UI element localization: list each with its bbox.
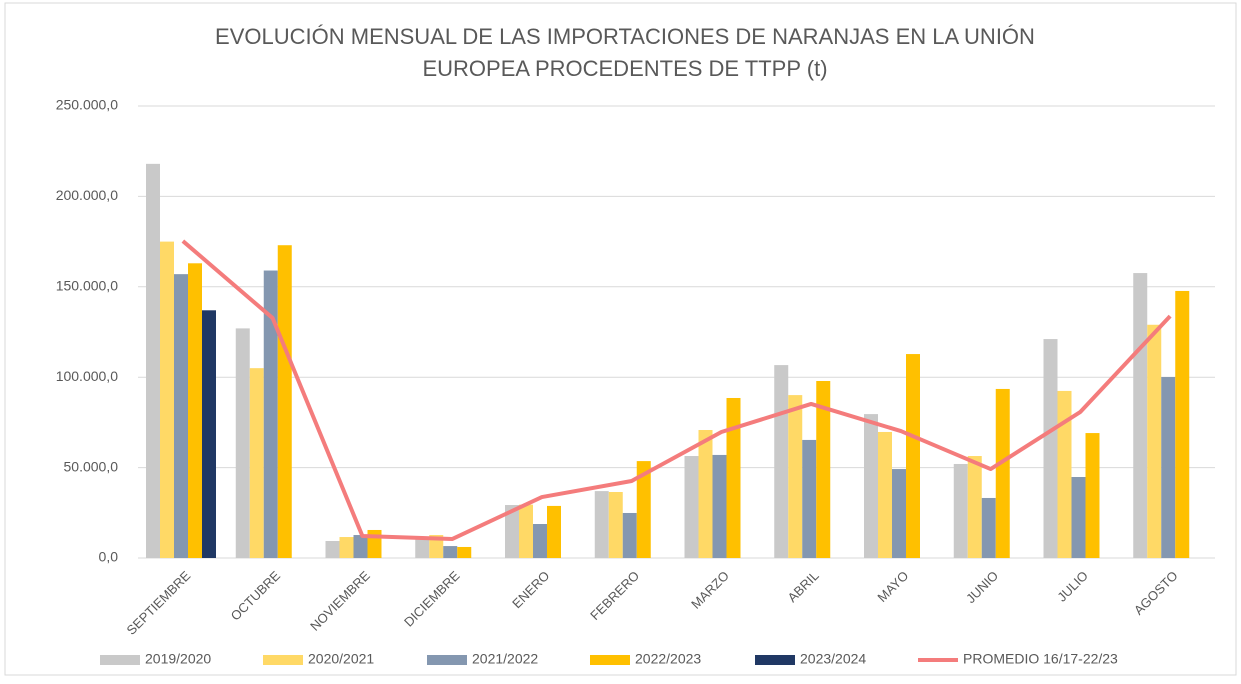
x-tick-label: ENERO <box>509 568 552 611</box>
legend-label: PROMEDIO 16/17-22/23 <box>963 651 1118 667</box>
bar <box>160 241 174 558</box>
legend-label: 2022/2023 <box>635 651 701 667</box>
y-tick-label: 150.000,0 <box>56 278 118 294</box>
bar <box>235 328 250 558</box>
bar <box>774 365 789 558</box>
y-tick-label: 250.000,0 <box>56 97 118 113</box>
bar <box>188 263 202 558</box>
bar <box>1085 433 1100 558</box>
bar <box>726 397 741 558</box>
legend-label: 2021/2022 <box>472 651 538 667</box>
bar <box>684 456 699 558</box>
bar <box>1043 339 1058 558</box>
bar <box>174 274 188 558</box>
bar <box>1133 273 1148 558</box>
bar <box>608 492 623 558</box>
bar <box>533 524 547 558</box>
bar <box>415 537 430 558</box>
bar <box>339 537 354 558</box>
bar <box>457 546 472 558</box>
legend-swatch <box>427 655 467 665</box>
bar <box>816 380 831 558</box>
bar <box>636 461 651 558</box>
bar <box>1147 324 1162 558</box>
x-tick-label: JUNIO <box>963 568 1001 606</box>
bar <box>429 535 444 558</box>
bar <box>622 512 637 558</box>
bar <box>249 368 264 558</box>
x-tick-label: SEPTIEMBRE <box>124 568 194 638</box>
y-tick-label: 50.000,0 <box>64 458 119 474</box>
bar <box>995 388 1010 558</box>
x-tick-label: FEBRERO <box>587 568 642 623</box>
legend-swatch <box>100 655 140 665</box>
chart-title: EUROPEA PROCEDENTES DE TTPP (t) <box>422 56 827 81</box>
x-tick-label: MAYO <box>874 568 911 605</box>
bar <box>892 469 906 558</box>
bar <box>519 504 533 558</box>
y-tick-label: 200.000,0 <box>56 187 118 203</box>
bar <box>277 245 292 558</box>
chart-title: EVOLUCIÓN MENSUAL DE LAS IMPORTACIONES D… <box>215 24 1035 49</box>
bar <box>698 429 713 558</box>
x-tick-label: AGOSTO <box>1131 568 1181 618</box>
bar <box>1175 290 1190 558</box>
bar <box>443 546 458 558</box>
bar <box>202 310 216 558</box>
legend-swatch <box>590 655 630 665</box>
bar <box>547 505 561 558</box>
bar <box>906 354 920 558</box>
x-tick-label: ABRIL <box>784 568 821 605</box>
bar <box>712 454 727 558</box>
line-series <box>181 239 1172 542</box>
bar <box>967 456 982 558</box>
y-tick-label: 0,0 <box>99 549 119 565</box>
legend-swatch <box>263 655 303 665</box>
x-tick-label: MARZO <box>688 568 732 612</box>
x-tick-label: OCTUBRE <box>228 568 284 624</box>
bar <box>505 505 519 558</box>
legend-label: 2019/2020 <box>145 651 211 667</box>
legend-label: 2023/2024 <box>800 651 866 667</box>
y-tick-label: 100.000,0 <box>56 368 118 384</box>
bar <box>325 541 340 558</box>
bar <box>1161 377 1176 558</box>
bar <box>953 463 968 558</box>
bar <box>353 535 368 558</box>
x-tick-label: NOVIEMBRE <box>307 568 373 634</box>
legend-label: 2020/2021 <box>308 651 374 667</box>
legend-swatch <box>755 655 795 665</box>
bar <box>864 414 878 558</box>
bar <box>367 529 382 558</box>
bar <box>981 497 996 558</box>
chart-border <box>4 2 1237 676</box>
bar <box>1057 390 1072 558</box>
x-tick-label: DICIEMBRE <box>401 568 463 630</box>
bar <box>1071 477 1086 558</box>
bar <box>878 431 892 558</box>
bar <box>594 491 609 558</box>
bar <box>263 270 278 558</box>
bar <box>146 163 160 558</box>
x-tick-label: JULIO <box>1054 568 1091 605</box>
bar <box>802 439 817 558</box>
bar <box>788 395 803 558</box>
